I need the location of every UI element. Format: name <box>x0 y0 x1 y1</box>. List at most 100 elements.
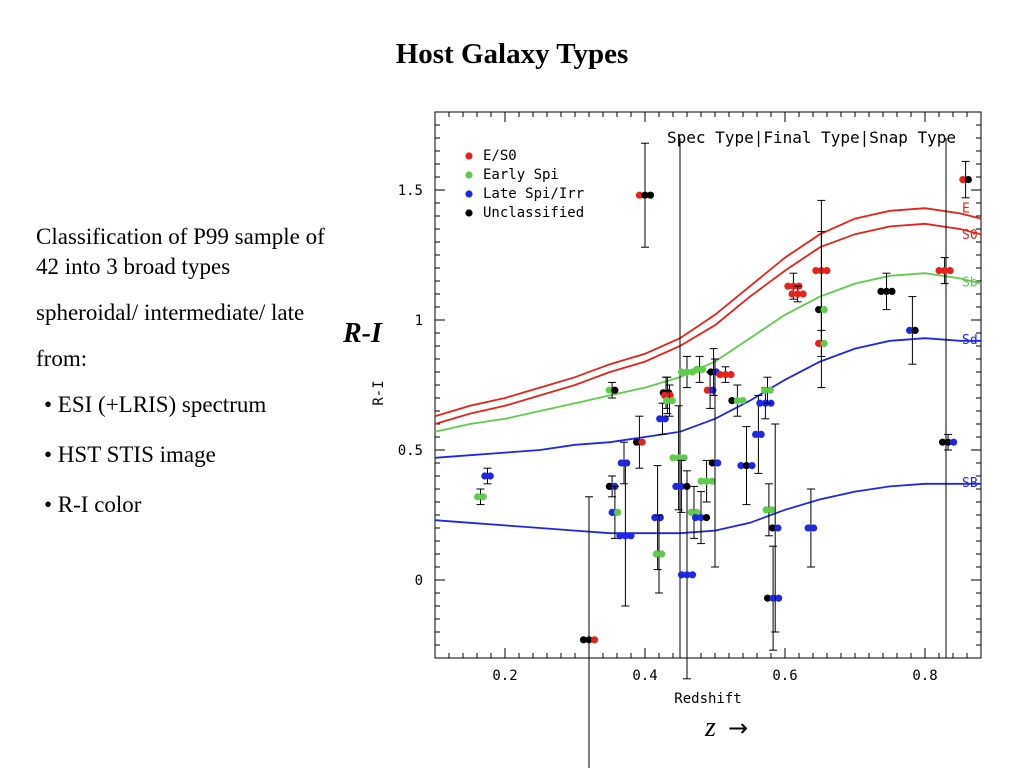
data-point <box>614 508 622 516</box>
data-point <box>611 386 619 394</box>
paragraph: from: <box>36 346 88 371</box>
data-point <box>815 306 823 314</box>
data-point <box>742 462 751 470</box>
legend-entry: Late Spi/Irr <box>483 186 584 202</box>
bullet-item: • ESI (+LRIS) spectrum <box>44 392 267 417</box>
data-point <box>877 287 885 295</box>
data-point <box>661 415 669 423</box>
data-point <box>941 267 949 275</box>
data-point <box>683 571 691 579</box>
data-point <box>688 571 697 579</box>
y-tick-label: 1.5 <box>398 183 423 199</box>
data-point <box>775 594 783 602</box>
data-point <box>683 368 691 376</box>
data-point <box>789 282 798 290</box>
data-point <box>815 339 823 347</box>
slide-title: Host Galaxy Types <box>395 38 629 70</box>
paragraph: spheroidal/ intermediate/ late <box>36 300 305 325</box>
data-point <box>474 493 482 501</box>
data-point <box>752 430 760 438</box>
data-point <box>585 636 593 644</box>
legend-marker <box>465 171 473 179</box>
data-point <box>911 326 919 334</box>
right-arrow-icon: → <box>728 714 749 742</box>
data-point <box>486 472 494 480</box>
data-point <box>794 290 802 298</box>
data-point <box>716 371 724 379</box>
data-point <box>691 514 700 522</box>
data-point <box>721 371 730 379</box>
data-point <box>708 477 716 485</box>
template-label-sd: Sd <box>962 333 978 348</box>
template-label-sb: SB <box>962 476 978 491</box>
data-point <box>677 571 686 579</box>
template-curve-e <box>434 207 982 418</box>
data-point <box>627 532 635 540</box>
paragraph: Classification of P99 sample of 42 into … <box>36 224 325 279</box>
x-tick-label: 0.6 <box>772 668 797 684</box>
data-point <box>656 415 664 423</box>
data-point <box>641 191 649 199</box>
data-point <box>820 306 828 314</box>
data-point <box>621 532 630 540</box>
data-point <box>774 524 782 532</box>
data-point <box>677 482 686 490</box>
data-point <box>762 506 770 514</box>
data-point <box>698 365 706 373</box>
data-point <box>617 459 625 467</box>
data-point <box>605 482 613 490</box>
y-tick-label: 0 <box>415 573 423 589</box>
template-curve-sd <box>434 337 981 459</box>
data-point <box>680 454 688 462</box>
data-point <box>633 438 641 446</box>
data-point <box>675 454 683 462</box>
data-point <box>703 386 711 394</box>
data-point <box>946 267 954 275</box>
data-point <box>784 282 792 290</box>
data-point <box>950 438 958 446</box>
x-tick-label: 0.8 <box>912 668 937 684</box>
data-point <box>693 365 701 373</box>
data-point <box>733 397 742 405</box>
data-point <box>764 594 772 602</box>
template-curve-sb <box>434 482 981 535</box>
data-point <box>481 472 489 480</box>
y-axis-label: R-I <box>371 380 387 405</box>
data-point <box>652 550 660 558</box>
type-header: Spec Type|Final Type|Snap Type <box>667 128 956 147</box>
bullet-item: • R-I color <box>44 492 142 517</box>
bullet-item: • HST STIS image <box>44 442 216 467</box>
data-point <box>823 267 831 275</box>
legend-marker <box>465 190 473 198</box>
data-point <box>768 506 776 514</box>
data-point <box>812 267 820 275</box>
data-point <box>728 397 736 405</box>
data-point <box>579 636 588 644</box>
data-point <box>820 339 828 347</box>
template-label-s0: S0 <box>962 228 978 243</box>
data-point <box>944 438 952 446</box>
data-point <box>669 454 677 462</box>
data-point <box>605 386 613 394</box>
data-point <box>756 399 764 407</box>
data-point <box>703 477 711 485</box>
data-point <box>658 550 666 558</box>
data-point <box>768 524 777 532</box>
x-tick-label: 0.4 <box>632 668 657 684</box>
y-tick-label: 0.5 <box>398 443 423 459</box>
data-point <box>935 267 943 275</box>
data-point <box>651 514 659 522</box>
legend-marker <box>465 152 473 160</box>
data-point <box>882 287 891 295</box>
y-tick-label: 1 <box>415 313 423 329</box>
data-point <box>677 368 686 376</box>
data-point <box>623 459 631 467</box>
data-point <box>906 326 914 334</box>
template-curve-s0 <box>434 222 982 425</box>
data-point <box>646 191 655 199</box>
data-point <box>687 508 695 516</box>
data-point <box>707 368 715 376</box>
redshift-symbol: z <box>705 712 716 743</box>
data-point <box>608 508 616 516</box>
data-point <box>672 482 680 490</box>
